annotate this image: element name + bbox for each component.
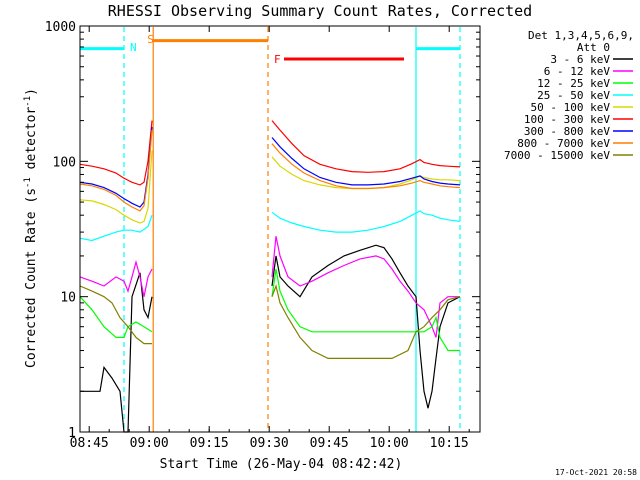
y-axis-label-sup2: -1 [23,96,33,107]
series-0-line-1 [271,244,461,409]
y-axis-label-sup1: -1 [23,177,33,188]
series-1 [79,236,460,338]
marker-label-2: F [274,53,281,66]
y-tick-label-0: 1 [68,426,76,441]
legend-label-4: 50 - 100 keV [531,101,611,114]
x-tick-label-0: 08:45 [70,436,109,451]
x-tick-label-5: 10:00 [370,436,409,451]
series-7-line-0 [79,130,153,212]
legend-label-0: 3 - 6 keV [550,53,610,66]
legend-label-8: 7000 - 15000 keV [504,149,610,162]
marker-label-1: S [147,33,154,46]
series-4 [79,150,461,224]
y-axis-label-end: ) [24,88,39,96]
legend-label-5: 100 - 300 keV [524,113,610,126]
series-3-line-1 [271,210,461,233]
x-axis-label: Start Time (26-May-04 08:42:42) [160,457,403,472]
y-tick-label-3: 1000 [45,20,76,35]
x-tick-label-2: 09:15 [190,436,229,451]
legend-label-3: 25 - 50 keV [537,89,610,102]
series-3 [79,210,461,242]
y-axis-label-main: Corrected Count Rate (s [24,188,39,368]
series-7-line-1 [271,143,461,190]
series-5 [79,120,461,186]
series-8 [79,283,461,359]
series-7 [79,130,461,212]
y-axis-label: Corrected Count Rate (s-1 detector-1) [23,88,39,368]
series-6-line-1 [271,137,461,186]
legend-header-2: Att 0 [577,41,610,54]
plot-frame [79,25,481,433]
legend-label-1: 6 - 12 keV [544,65,611,78]
series-8-line-0 [79,285,152,345]
series-2-line-0 [79,296,153,338]
x-tick-label-6: 10:15 [430,436,469,451]
marker-label-0: N [130,41,137,54]
series-0-line-0 [80,272,153,433]
x-tick-label-4: 09:45 [310,436,349,451]
series-2-line-1 [271,268,460,352]
date-stamp: 17-Oct-2021 20:58 [555,468,637,477]
series-5-line-0 [79,120,153,186]
legend-header-1: Det 1,3,4,5,6,9, [528,29,634,42]
y-axis-label-mid: detector [24,107,39,178]
series-1-line-0 [79,259,153,297]
x-tick-label-1: 09:00 [130,436,169,451]
chart-title: RHESSI Observing Summary Count Rates, Co… [108,2,532,20]
series-3-line-0 [79,214,153,242]
legend-label-6: 300 - 800 keV [524,125,610,138]
legend-label-2: 12 - 25 keV [537,77,610,90]
series-2 [79,268,460,352]
series-1-line-1 [271,236,460,338]
series-4-line-0 [79,150,153,224]
x-tick-label-3: 09:30 [250,436,289,451]
series-5-line-1 [271,120,461,173]
series-8-line-1 [271,283,461,359]
legend-label-7: 800 - 7000 keV [517,137,610,150]
y-tick-label-2: 100 [53,155,76,170]
y-tick-label-1: 10 [60,291,76,306]
